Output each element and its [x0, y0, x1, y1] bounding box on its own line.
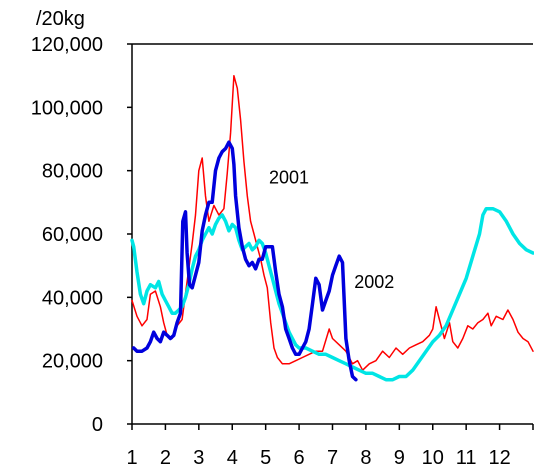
annotation-label: 2001: [269, 167, 309, 187]
y-axis-tick-labels: 0 20,000 40,000 60,000 80,000 100,000 120,000: [31, 34, 103, 436]
x-tick-label: 3: [193, 447, 204, 469]
x-tick-label: 12: [488, 447, 510, 469]
unit-label: /20kg: [36, 8, 85, 30]
x-tick-label: 11: [456, 447, 477, 469]
x-tick-label: 5: [260, 447, 271, 469]
x-tick-label: 9: [394, 447, 405, 469]
x-tick-label: 6: [294, 447, 305, 469]
y-tick-label: 80,000: [42, 161, 103, 183]
x-tick-label: 10: [422, 447, 444, 469]
series-line-2: [130, 206, 534, 382]
x-tick-label: 4: [227, 447, 238, 469]
series-lines: [130, 74, 534, 382]
axes: [127, 43, 534, 430]
x-tick-label: 2: [160, 447, 171, 469]
y-tick-label: 60,000: [42, 224, 103, 246]
x-tick-label: 1: [126, 447, 137, 469]
series-line-1: [131, 74, 534, 371]
y-tick-label: 100,000: [31, 97, 103, 119]
x-tick-label: 8: [360, 447, 371, 469]
annotation-label: 2002: [354, 272, 394, 292]
x-tick-label: 7: [327, 447, 338, 469]
y-tick-label: 40,000: [42, 287, 103, 309]
series-annotations: 2001 2002: [269, 167, 394, 292]
series-line-3: [131, 140, 358, 382]
y-tick-label: 20,000: [42, 351, 103, 373]
x-axis-tick-labels: 1 2 3 4 5 6 7 8 9 10 11 12: [126, 447, 510, 469]
y-tick-label: 0: [92, 414, 103, 436]
y-tick-label: 120,000: [31, 34, 103, 56]
